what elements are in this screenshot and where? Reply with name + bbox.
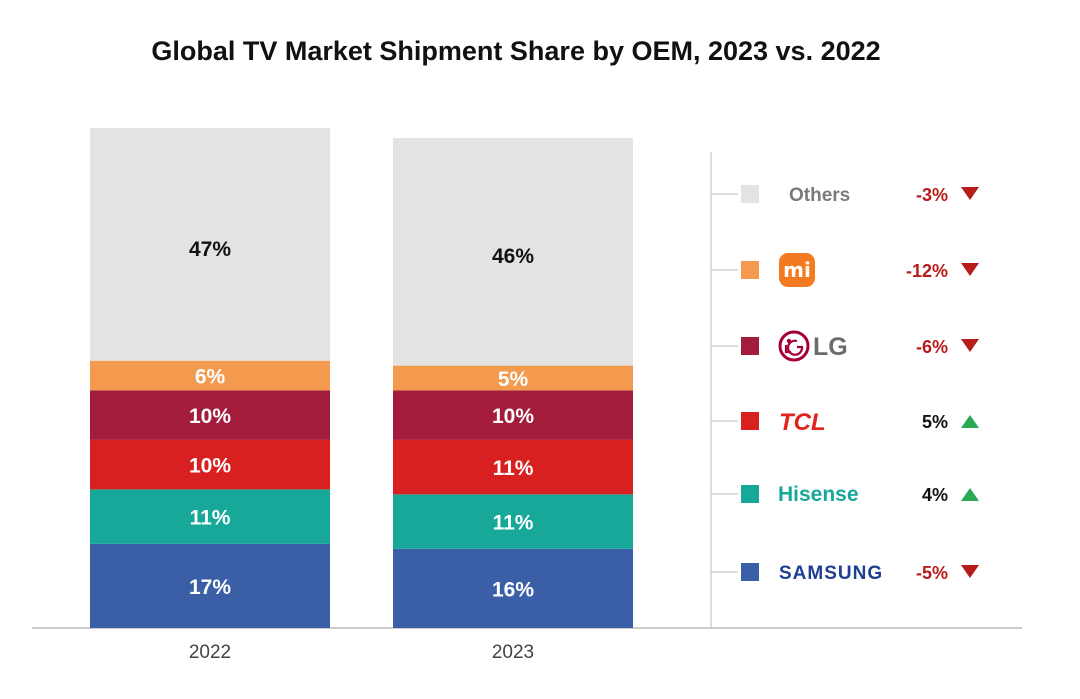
bar-segment-samsung-2023 (393, 548, 633, 628)
bar-segment-lg-2023 (393, 390, 633, 440)
tcl-logo-icon: TCL (779, 409, 826, 436)
data-label-samsung-2022: 17% (189, 576, 231, 599)
down-arrow-icon (961, 565, 979, 578)
bar-segment-mi-2023 (393, 365, 633, 391)
chart-title: Global TV Market Shipment Share by OEM, … (151, 36, 881, 66)
bar-segment-others-2022 (90, 128, 330, 361)
legend-change: -6% (916, 337, 948, 357)
bar-segment-lg-2022 (90, 390, 330, 440)
hisense-logo-icon: Hisense (778, 483, 859, 506)
data-label-mi-2023: 5% (498, 368, 529, 391)
x-tick-label-2023: 2023 (492, 642, 534, 663)
down-arrow-icon (961, 263, 979, 276)
legend-swatch (741, 185, 759, 203)
legend-change: -12% (906, 261, 948, 281)
legend-swatch (741, 563, 759, 581)
bar-segment-hisense-2023 (393, 494, 633, 549)
data-label-samsung-2023: 16% (492, 578, 534, 601)
bar-segment-tcl-2022 (90, 439, 330, 490)
data-label-others-2023: 46% (492, 245, 534, 268)
legend-name: mi (783, 258, 811, 282)
lg-logo-icon: LG (778, 330, 848, 362)
bar-segment-samsung-2022 (90, 543, 330, 628)
data-label-tcl-2023: 11% (493, 457, 534, 480)
bar-segment-mi-2022 (90, 360, 330, 391)
legend-swatch (741, 485, 759, 503)
legend-item-lg: LG -6% (711, 330, 979, 362)
legend-item-hisense: Hisense 4% (711, 483, 979, 506)
legend-change: -5% (916, 563, 948, 583)
data-label-hisense-2022: 11% (190, 507, 231, 530)
xiaomi-logo-icon: mi (779, 253, 815, 287)
legend-item-tcl: TCL 5% (711, 409, 979, 436)
data-label-lg-2023: 10% (492, 405, 534, 428)
bar-segment-hisense-2022 (90, 489, 330, 544)
legend-change: 4% (922, 485, 948, 505)
legend-name: LG (813, 333, 848, 361)
up-arrow-icon (961, 415, 979, 428)
legend-change: 5% (922, 412, 948, 432)
samsung-logo-icon: SAMSUNG (779, 563, 883, 584)
legend-item-samsung: SAMSUNG -5% (711, 563, 979, 584)
legend-item-mi: mi -12% (711, 253, 979, 287)
bar-segment-others-2023 (393, 137, 633, 366)
down-arrow-icon (961, 187, 979, 200)
up-arrow-icon (961, 488, 979, 501)
data-label-hisense-2023: 11% (493, 512, 534, 535)
bar-segment-tcl-2023 (393, 439, 633, 495)
legend-name: Others (789, 185, 850, 206)
data-label-tcl-2022: 10% (189, 455, 231, 478)
down-arrow-icon (961, 339, 979, 352)
legend-swatch (741, 261, 759, 279)
x-tick-label-2022: 2022 (189, 642, 231, 663)
data-label-others-2022: 47% (189, 238, 231, 261)
legend-change: -3% (916, 185, 948, 205)
legend-swatch (741, 412, 759, 430)
data-label-mi-2022: 6% (195, 366, 226, 389)
data-label-lg-2022: 10% (189, 405, 231, 428)
legend-item-others: Others -3% (711, 185, 979, 206)
legend-swatch (741, 337, 759, 355)
